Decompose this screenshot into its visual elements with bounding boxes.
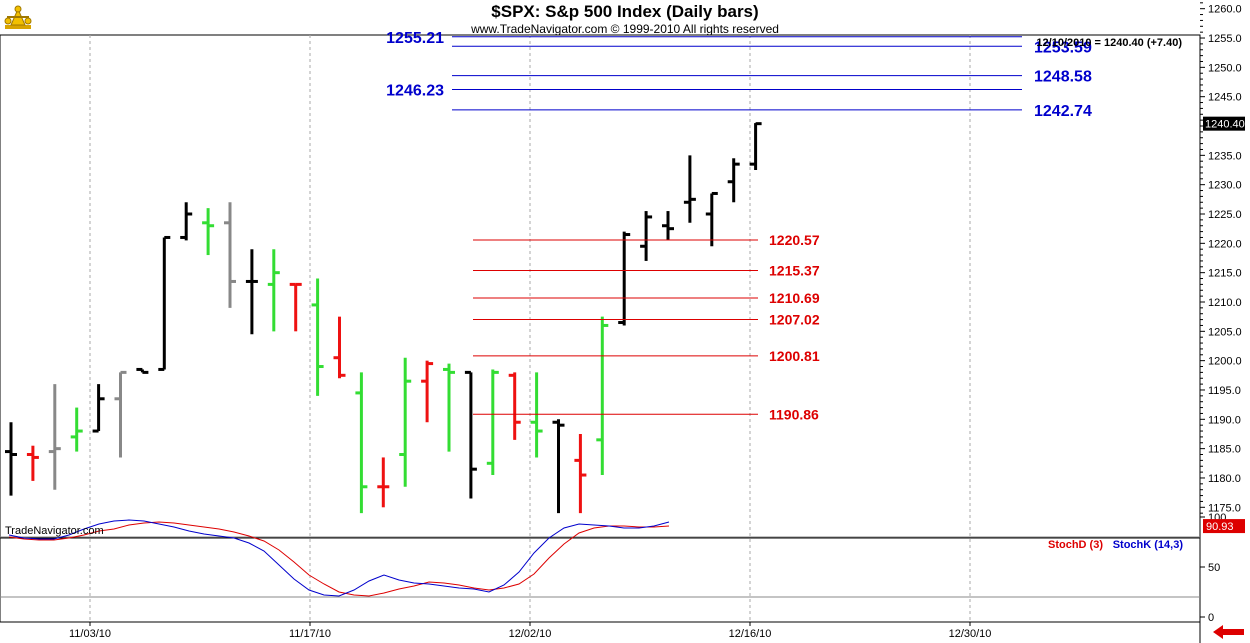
ohlc-bar: [596, 316, 609, 476]
support-level-label: 1215.37: [769, 262, 820, 278]
y-tick-label: 1200.0: [1208, 356, 1242, 368]
stoch-last-value-label: 90.93: [1206, 521, 1234, 533]
ohlc-bar: [267, 249, 280, 332]
scroll-left-arrow-icon[interactable]: [1213, 625, 1244, 639]
ohlc-bar: [486, 369, 499, 476]
ohlc-bar: [508, 372, 521, 440]
ohlc-bar: [158, 235, 171, 371]
trade-navigator-logo-icon: [4, 5, 32, 29]
support-level-label: 1190.86: [769, 406, 819, 422]
stoch-y-tick-label: 0: [1208, 612, 1214, 624]
last-bar-info: 12/10/2010 = 1240.40 (+7.40): [1036, 37, 1182, 49]
ohlc-bar: [311, 278, 324, 396]
ohlc-bar: [443, 363, 455, 452]
ohlc-bar: [705, 191, 718, 247]
watermark: TradeNavigator.com: [5, 525, 104, 537]
resistance-level-label: 1253.59: [1034, 39, 1092, 56]
y-tick-label: 1185.0: [1208, 444, 1241, 456]
ohlc-bar: [683, 155, 696, 223]
stoch-y-tick-label: 50: [1208, 562, 1220, 574]
stoch-line-d: [8, 521, 670, 597]
ohlc-bar: [464, 370, 477, 499]
ohlc-bar: [5, 422, 17, 496]
legend-stoch-d: StochD (3): [1048, 539, 1103, 551]
y-tick-label: 1175.0: [1208, 502, 1241, 514]
ohlc-bar: [640, 211, 653, 261]
y-tick-label: 1220.0: [1208, 238, 1242, 250]
x-tick-label: 11/03/10: [69, 628, 111, 640]
ohlc-bar: [136, 367, 149, 374]
resistance-level-label: 1255.21: [386, 30, 444, 47]
ohlc-bar: [26, 445, 39, 481]
last-price-label: 1240.40: [1205, 119, 1245, 131]
ohlc-bar: [421, 360, 434, 423]
resistance-level-label: 1242.74: [1034, 103, 1092, 120]
ohlc-bar: [574, 433, 587, 514]
y-tick-label: 1230.0: [1208, 180, 1242, 192]
resistance-level-label: 1246.23: [386, 82, 444, 99]
stoch-panel-frame: [0, 537, 1201, 623]
ohlc-bar: [618, 231, 631, 326]
y-tick-label: 1260.0: [1208, 4, 1242, 16]
y-tick-label: 1180.0: [1208, 473, 1241, 485]
x-tick-label: 12/16/10: [729, 628, 772, 640]
ohlc-bar: [333, 316, 346, 379]
ohlc-bar: [224, 202, 236, 308]
y-tick-label: 1235.0: [1208, 150, 1242, 162]
chart-title: $SPX: S&p 500 Index (Daily bars): [491, 2, 759, 21]
y-tick-label: 1245.0: [1208, 92, 1242, 104]
ohlc-bar: [530, 372, 543, 458]
ohlc-bar: [245, 249, 258, 335]
ohlc-bar: [180, 202, 193, 241]
y-tick-label: 1195.0: [1208, 385, 1241, 397]
ohlc-bar: [48, 384, 61, 490]
ohlc-bar: [377, 457, 390, 508]
ohlc-bar: [202, 208, 215, 256]
legend-stoch-k: StochK (14,3): [1113, 539, 1184, 551]
resistance-level-label: 1248.58: [1034, 69, 1092, 86]
stoch-line-k: [8, 519, 670, 597]
ohlc-bar: [92, 384, 105, 433]
ohlc-bar: [727, 158, 740, 203]
x-tick-label: 12/02/10: [509, 628, 552, 640]
support-level-label: 1220.57: [769, 232, 820, 248]
ohlc-bar: [289, 282, 302, 332]
y-tick-label: 1205.0: [1208, 326, 1242, 338]
y-tick-label: 1210.0: [1208, 297, 1242, 309]
last-price-box: [1203, 116, 1245, 131]
ohlc-bar: [662, 211, 674, 241]
ohlc-bar: [70, 407, 83, 452]
stoch-last-value-box: [1203, 519, 1245, 534]
ohlc-bar: [114, 370, 127, 458]
y-tick-label: 1215.0: [1208, 268, 1242, 280]
y-tick-label: 1250.0: [1208, 62, 1242, 74]
ohlc-bar: [355, 372, 368, 514]
x-tick-label: 11/17/10: [289, 628, 331, 640]
ohlc-bar: [552, 419, 565, 514]
x-tick-label: 12/30/10: [949, 628, 992, 640]
support-level-label: 1200.81: [769, 348, 820, 364]
ohlc-bar: [749, 122, 762, 171]
ohlc-bar: [399, 357, 412, 487]
chart-subtitle: www.TradeNavigator.com © 1999-2010 All r…: [471, 22, 779, 36]
y-tick-label: 1225.0: [1208, 209, 1242, 221]
support-level-label: 1207.02: [769, 311, 820, 327]
y-tick-label: 1255.0: [1208, 33, 1242, 45]
y-tick-label: 1190.0: [1208, 414, 1241, 426]
support-level-label: 1210.69: [769, 290, 820, 306]
